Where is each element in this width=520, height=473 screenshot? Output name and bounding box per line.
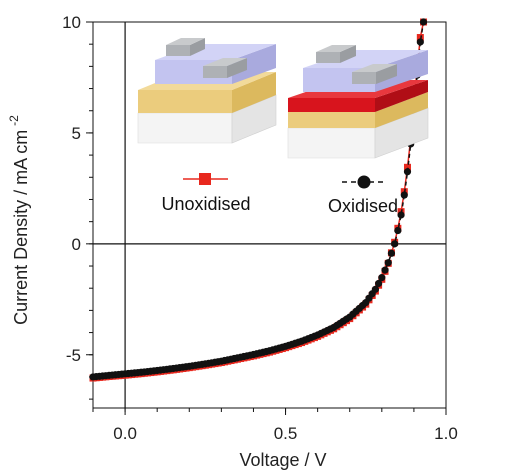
axis-ticks bbox=[86, 21, 447, 415]
data-point bbox=[381, 266, 389, 274]
plot-frame bbox=[92, 21, 447, 409]
data-point bbox=[419, 18, 428, 26]
data-point bbox=[400, 191, 408, 199]
legend-unoxidised-label: Unoxidised bbox=[161, 194, 250, 214]
data-point bbox=[416, 38, 424, 46]
data-point bbox=[403, 163, 411, 171]
data-point bbox=[403, 168, 412, 176]
legend-oxidised-label: Oxidised bbox=[328, 196, 398, 216]
data-point bbox=[391, 240, 399, 248]
y-tick-label: 5 bbox=[72, 124, 81, 143]
y-axis-title-main: Current Density / mA cm bbox=[11, 130, 31, 325]
legend: Unoxidised Oxidised bbox=[161, 173, 398, 216]
data-point bbox=[397, 211, 405, 219]
data-point bbox=[384, 259, 392, 267]
x-tick-label: 0.5 bbox=[274, 424, 298, 443]
axis-tick-labels: 0.0 0.5 1.0 -5 0 5 10 bbox=[62, 13, 458, 443]
x-tick-label: 0.0 bbox=[113, 424, 137, 443]
y-axis-title: Current Density / mA cm -2 bbox=[7, 115, 31, 325]
y-tick-label: 0 bbox=[72, 235, 81, 254]
legend-unoxidised-marker bbox=[199, 173, 211, 185]
y-tick-label: -5 bbox=[66, 346, 81, 365]
data-point bbox=[371, 285, 379, 293]
x-axis-title: Voltage / V bbox=[239, 450, 326, 470]
x-tick-label: 1.0 bbox=[434, 424, 458, 443]
data-point bbox=[375, 279, 383, 288]
y-axis-title-superscript: -2 bbox=[7, 115, 21, 126]
data-point bbox=[387, 249, 396, 257]
unoxidised-device-stack-icon bbox=[137, 38, 277, 144]
data-point bbox=[378, 273, 386, 282]
zero-lines bbox=[93, 22, 446, 408]
y-tick-label: 10 bbox=[62, 13, 81, 32]
legend-oxidised-marker bbox=[357, 175, 371, 189]
oxidised-device-stack-icon bbox=[287, 45, 429, 159]
data-point bbox=[394, 226, 402, 235]
